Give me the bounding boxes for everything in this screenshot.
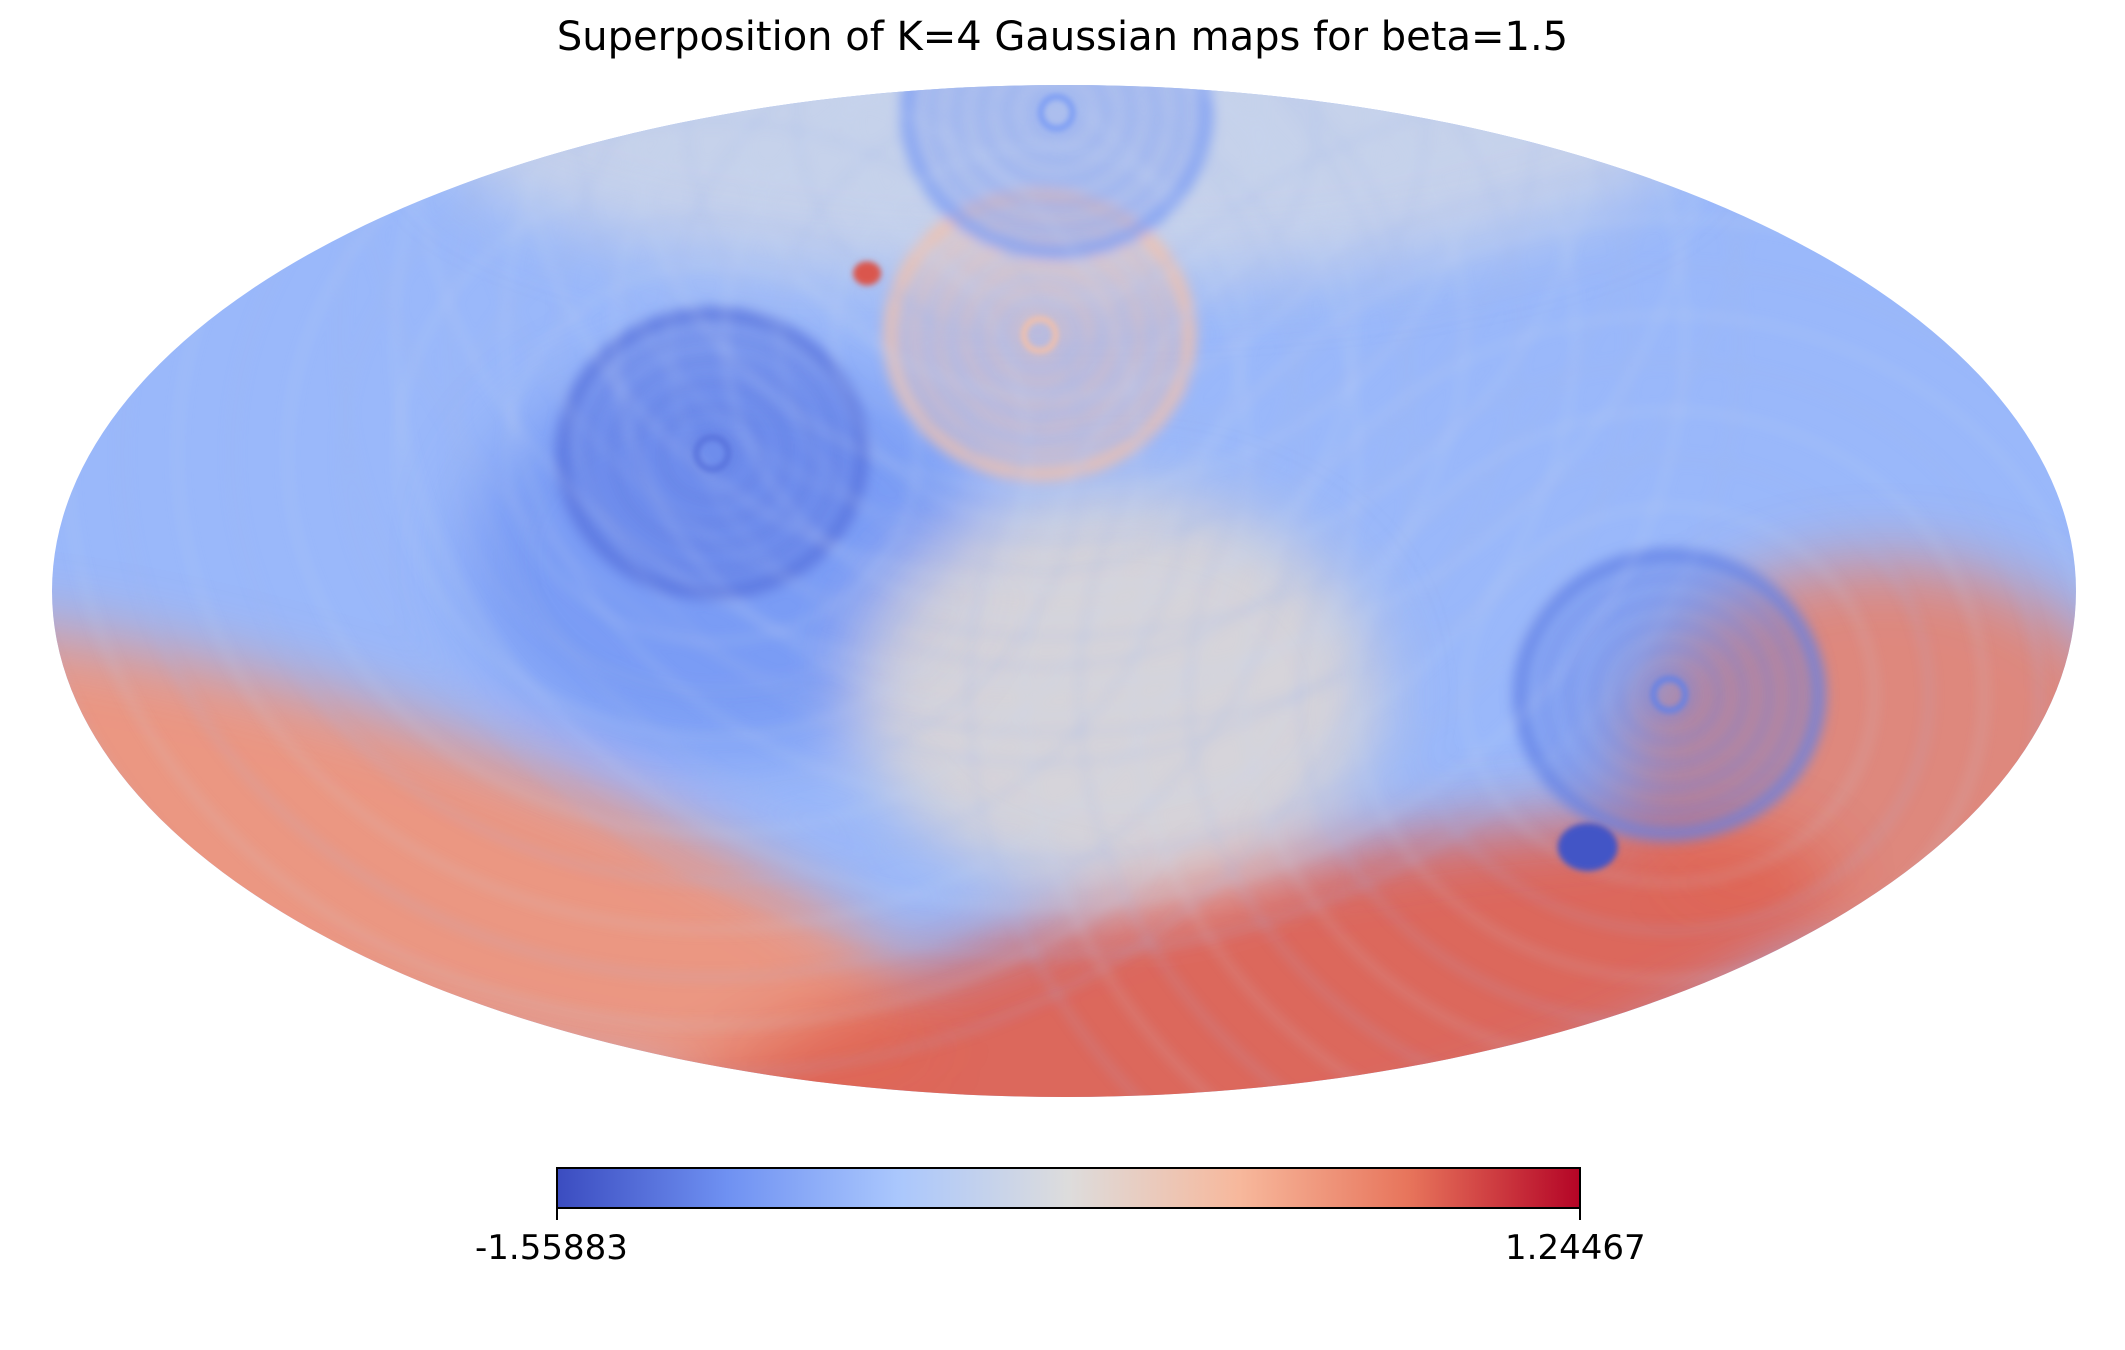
map-ripple-ring [1351,407,1988,982]
map-feature-ring-halo [906,85,1207,253]
map-ripple-ring [793,85,1320,352]
map-feature-ring [1641,668,1697,721]
map-ripple-ring [831,143,1248,526]
map-ripple-ring [446,85,1633,862]
map-ripple-ring [966,85,2076,1097]
map-ripple-ring [119,85,1306,981]
map-ripple-ring [504,262,921,645]
map-feature-ring [987,285,1093,385]
map-feature-ring-core [1650,675,1689,714]
map-feature-ring [1512,547,1827,842]
map-ripple-ring [848,85,1265,304]
map-feature-ring [1012,309,1068,361]
map-feature-ring [1616,645,1722,744]
map-feature-ring-core [1020,315,1059,354]
map-ripple-ring [1461,503,1878,886]
map-feature-hotspot [853,261,882,286]
map-feature-band [632,818,1838,1097]
map-ripple-ring [391,85,1688,910]
map-feature-ring-core [693,434,732,473]
colorbar-max-label: 1.24467 [1505,1228,1646,1268]
map-feature-coldspot [1557,823,1618,872]
chart-title: Superposition of K=4 Gaussian maps for b… [556,14,1569,60]
colorbar [556,1167,1581,1220]
map-ripple-ring [1406,455,1933,934]
colorbar-bar [556,1167,1581,1209]
map-ripple-ring [556,85,1523,766]
map-ripple-ring [1186,263,2076,1097]
map-ripple-ring [284,85,1141,837]
colorbar-min-label: -1.55883 [475,1228,628,1268]
map-ripple-ring [1131,215,2076,1097]
map-feature-ring [1591,622,1747,768]
map-feature-ring-core [1037,93,1076,132]
fine-feature-layer [693,93,1689,872]
map-ripple-ring [721,85,1358,622]
map-ripple-ring [336,85,1743,958]
map-ripple-ring [449,214,976,693]
